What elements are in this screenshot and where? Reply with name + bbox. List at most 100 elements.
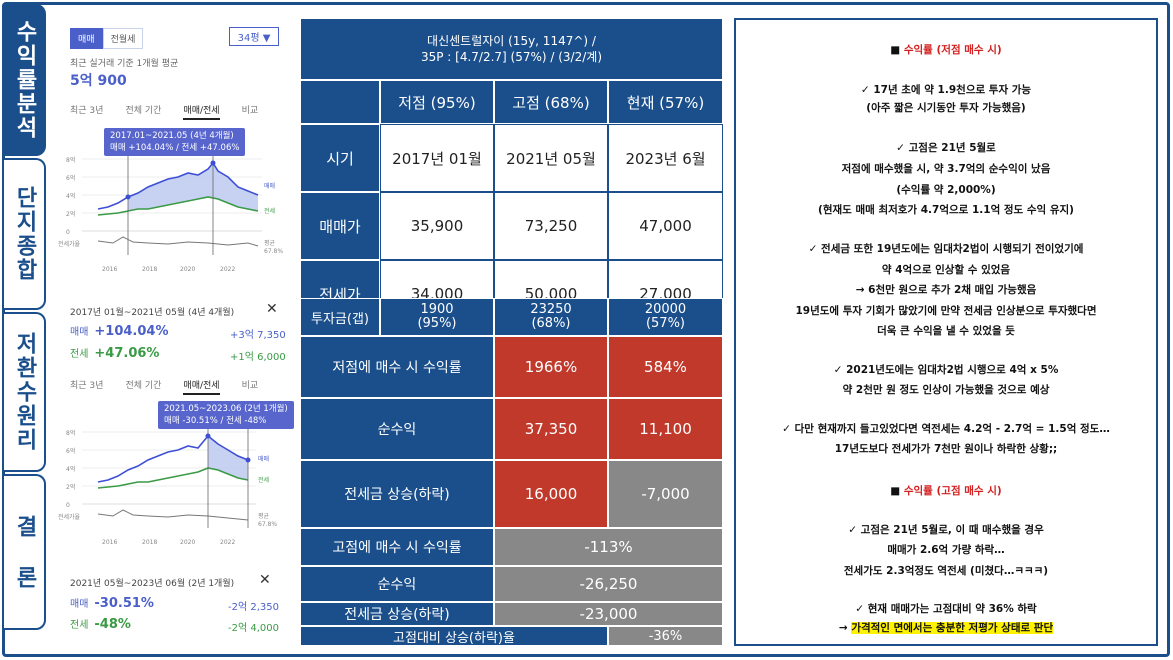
legend-trade: 매매 [264,182,275,190]
start-point [205,433,211,439]
close-icon[interactable]: ✕ [266,301,278,317]
period-tabs: 최근 3년 전체 기간 매매/전세 비교 [70,101,280,120]
ratio-line [97,509,249,521]
trade-label: 매매 [70,599,89,610]
legend-rent: 전세 [258,476,269,484]
tab-recent-3y[interactable]: 최근 3년 [70,106,104,116]
rent-pill[interactable]: 전월세 [102,28,144,49]
trade-label: 매매 [70,327,89,338]
section-heading: ■ 수익률 (고점 매수 시) [736,483,1156,498]
heading-bullet: ■ [890,485,904,497]
summary1-trade: 매매 +104.04% [70,323,169,339]
avg-label: 평균 [264,239,276,247]
y-tick: 2억 [66,483,75,491]
note-line: ✓ 2021년도에는 임대차2법 시행으로 4억 x 5% [833,364,1059,376]
tab-all-period[interactable]: 전체 기간 [125,106,162,116]
x-tick: 2016 [102,539,117,546]
nav-tab-label: 결 론 [12,514,37,590]
avg-label: 평균 [258,512,270,520]
legend-trade: 매매 [258,455,269,463]
table-cell: -36% [608,626,723,646]
rent-label: 전세 [70,620,89,631]
tab-all-period[interactable]: 전체 기간 [125,381,162,391]
summary2-trade-amt: -2억 2,350 [228,602,279,613]
summary2-rent-amt: -2억 4,000 [228,623,279,634]
chart2-tooltip: 2021.05~2023.06 (2년 1개월) 매매 -30.51% / 전세… [158,401,294,429]
summary1-rent-amt: +1억 6,000 [230,352,286,363]
summary1-period: 2017년 01월~2021년 05월 (4년 4개월) [70,308,235,318]
table-cell: 37,350 [494,398,608,460]
row-label: 투자금(갭) [300,298,380,336]
end-point [245,457,251,463]
rent-line [97,467,249,489]
tab-compare[interactable]: 비교 [241,381,259,391]
note-line: ✓ 고점은 21년 5월로, 이 때 매수했을 경우 [848,524,1044,536]
x-tick: 2022 [220,266,235,273]
note-line: (현재도 매매 최저호가 4.7억으로 1.1억 정도 수익 유지) [818,204,1074,216]
row-label: 시기 [300,124,380,192]
row-label: 저점에 매수 시 수익률 [300,336,494,398]
x-tick: 2018 [142,266,157,273]
note-line: 매매가 2.6억 가량 하락… [887,544,1005,556]
note-line: ✓ 다만 현재까지 들고있었다면 역전세는 4.2억 - 2.7억 = 1.5억… [782,423,1110,435]
x-tick: 2016 [102,266,117,273]
size-select[interactable]: 34평 ▼ [229,27,279,46]
end-point [210,160,216,166]
nav-tab-principle[interactable]: 저환수원리 [4,312,46,472]
x-tick: 2022 [220,539,235,546]
row-label: 매매가 [300,192,380,260]
table-cell: 2017년 01월 [380,124,494,192]
nav-tab-conclusion[interactable]: 결 론 [4,474,46,630]
summary1-trade-amt: +3억 7,350 [230,330,286,341]
gap-area [128,163,258,211]
table-cell: 73,250 [494,192,608,260]
y-tick: 4억 [66,465,75,473]
note-conclusion: → 가격적인 면에서는 충분한 저평가 상태로 판단 [736,620,1156,635]
close-icon[interactable]: ✕ [259,572,271,588]
col-header: 저점 (95%) [380,80,494,124]
tab-recent-3y[interactable]: 최근 3년 [70,381,104,391]
return-table: 대신센트럴자이 (15y, 1147^) / 35P : [4.7/2.7] (… [300,18,723,646]
tab-compare[interactable]: 비교 [241,106,259,116]
y-tick: 6억 [66,447,75,455]
table-cell: 2023년 6월 [608,124,723,192]
col-header: 고점 (68%) [494,80,608,124]
ratio-line [97,236,259,247]
table-cell: 16,000 [494,460,608,528]
trade-pct: +104.04% [94,324,169,339]
summary2-trade: 매매 -30.51% [70,595,154,611]
table-cell: 35,900 [380,192,494,260]
note-line: ✓ 고점은 21년 5월로 [896,142,996,154]
avg-value: 67.8% [258,521,277,528]
y-tick: 4억 [66,192,75,200]
y-tick: 0 [66,229,70,236]
table-cell: 47,000 [608,192,723,260]
nav-tab-label: 저환수원리 [12,332,37,452]
note-line: (수익률 약 2,000%) [896,184,996,196]
note-line: ✓ 현재 매매가는 고점대비 약 36% 하락 [855,603,1037,615]
summary2-period: 2021년 05월~2023년 06월 (2년 1개월) [70,579,235,589]
price-chart-2: 8억 6억 4억 2억 0 전세가율 2016 2018 2020 2022 매… [58,428,277,546]
section-heading: ■ 수익률 (저점 매수 시) [736,42,1156,57]
trade-pct: -30.51% [94,596,154,611]
tab-trade-rent[interactable]: 매매/전세 [183,376,220,395]
avg-value: 67.8% [264,248,283,255]
rent-pct: +47.06% [94,346,160,361]
legend-rent: 전세 [264,207,275,215]
table-cell: -113% [494,528,723,566]
nav-tab-return-analysis[interactable]: 수익률분석 [4,4,46,156]
table-title: 대신센트럴자이 (15y, 1147^) / 35P : [4.7/2.7] (… [300,18,723,80]
note-line: (아주 짧은 시기동안 투자 가능했음) [866,102,1026,114]
note-line: 약 4억으로 인상할 수 있었음 [881,264,1011,276]
start-point [125,194,131,200]
arrow-prefix: → [838,622,852,634]
note-line: ✓ 전세금 또한 19년도에는 임대차2법이 시행되기 전이었기에 [808,243,1084,255]
table-cell: -7,000 [608,460,723,528]
note-line: 19년도에 투자 기회가 많았기에 만약 전세금 인상분으로 투자했다면 [795,305,1097,317]
nav-tab-complex-overview[interactable]: 단지종합 [4,158,46,310]
tooltip-line: 2021.05~2023.06 (2년 1개월) [164,404,288,414]
tab-trade-rent[interactable]: 매매/전세 [183,101,220,120]
trade-pill[interactable]: 매매 [70,28,103,49]
table-cell: 23250 (68%) [494,298,608,336]
y-tick: 0 [66,502,70,509]
